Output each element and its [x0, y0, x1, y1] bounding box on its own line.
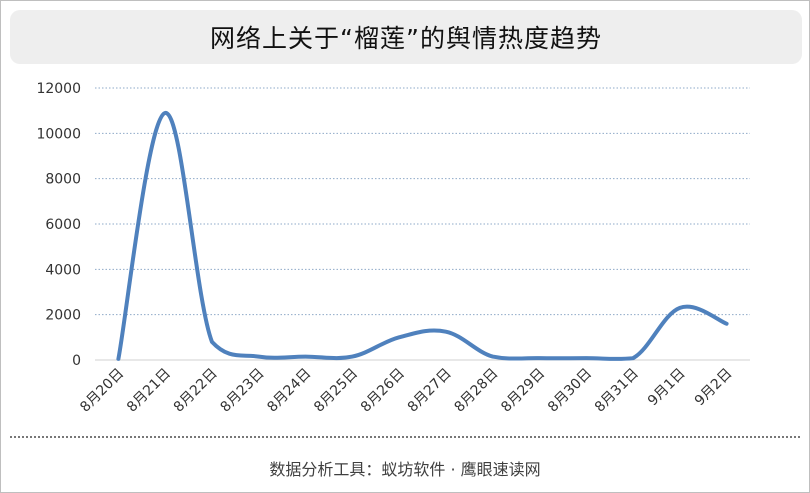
data-point — [350, 355, 354, 359]
data-point — [444, 330, 448, 334]
gridlines — [95, 87, 750, 361]
y-tick-label: 10000 — [36, 126, 81, 142]
x-tick-label: 8月26日 — [358, 366, 408, 416]
x-tick-label: 8月23日 — [218, 366, 268, 416]
x-tick-label: 8月28日 — [451, 366, 501, 416]
data-point — [631, 356, 635, 360]
data-point — [491, 355, 495, 359]
data-point — [725, 322, 729, 326]
data-point — [304, 355, 308, 359]
x-tick-label: 9月2日 — [692, 366, 736, 410]
x-tick-label: 8月31日 — [592, 366, 642, 416]
data-point — [397, 335, 401, 339]
x-tick-label: 8月22日 — [171, 366, 221, 416]
data-point — [116, 357, 120, 361]
x-tick-label: 8月20日 — [77, 366, 127, 416]
y-tick-label: 8000 — [45, 172, 81, 188]
x-tick-label: 8月30日 — [545, 366, 595, 416]
series-line — [116, 110, 729, 361]
y-tick-label: 4000 — [45, 262, 81, 278]
data-point — [678, 306, 682, 310]
data-point — [584, 356, 588, 360]
data-point — [210, 340, 214, 344]
x-tick-label: 8月29日 — [498, 366, 548, 416]
x-axis-ticks: 8月20日8月21日8月22日8月23日8月24日8月25日8月26日8月27日… — [77, 366, 735, 416]
footer-divider — [10, 436, 800, 438]
y-tick-label: 0 — [72, 353, 81, 369]
y-axis-ticks: 0 2000 4000 6000 8000 10000 12000 — [36, 81, 81, 369]
chart-title: 网络上关于“榴莲”的舆情热度趋势 — [210, 24, 602, 53]
y-tick-label: 12000 — [36, 81, 81, 97]
series-layer — [116, 110, 729, 361]
x-tick-label: 8月27日 — [405, 366, 455, 416]
source-footer: 数据分析工具：蚁坊软件 · 鹰眼速读网 — [269, 460, 541, 479]
x-tick-label: 8月25日 — [311, 366, 361, 416]
x-tick-label: 8月21日 — [124, 366, 174, 416]
data-point — [257, 355, 261, 359]
title-bar: 网络上关于“榴莲”的舆情热度趋势 — [10, 10, 802, 64]
x-tick-label: 9月1日 — [645, 366, 689, 410]
data-point — [163, 111, 167, 115]
y-tick-label: 6000 — [45, 217, 81, 233]
data-point — [537, 356, 541, 360]
y-tick-label: 2000 — [45, 308, 81, 324]
x-tick-label: 8月24日 — [264, 366, 314, 416]
